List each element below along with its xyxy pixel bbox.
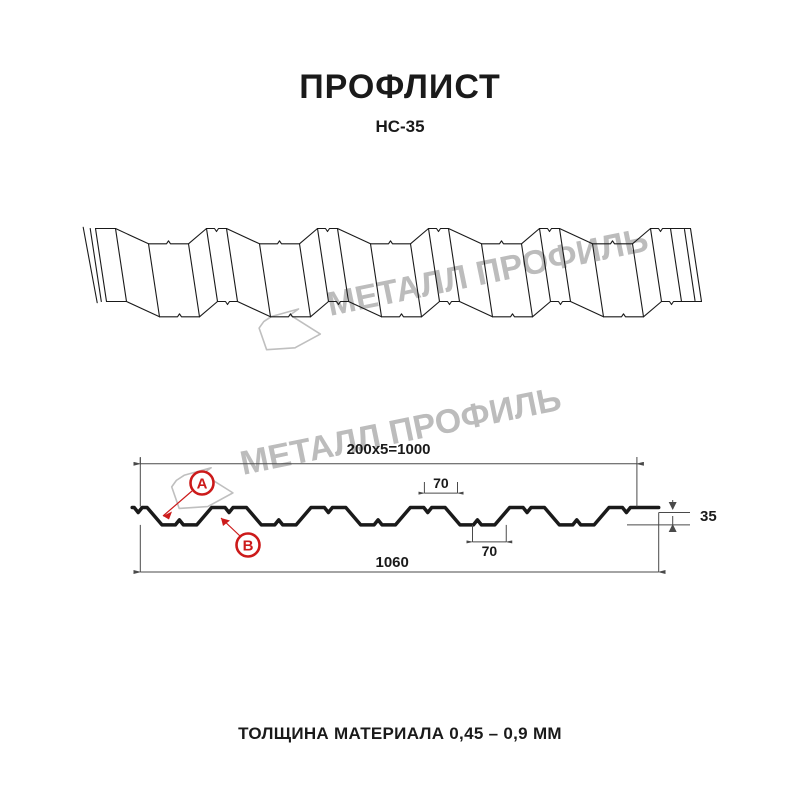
- svg-text:1060: 1060: [376, 554, 409, 571]
- svg-text:70: 70: [482, 543, 498, 559]
- svg-text:35: 35: [700, 508, 717, 525]
- svg-text:B: B: [243, 538, 254, 555]
- svg-text:70: 70: [433, 475, 449, 491]
- svg-text:200x5=1000: 200x5=1000: [347, 441, 431, 458]
- svg-text:A: A: [197, 476, 208, 493]
